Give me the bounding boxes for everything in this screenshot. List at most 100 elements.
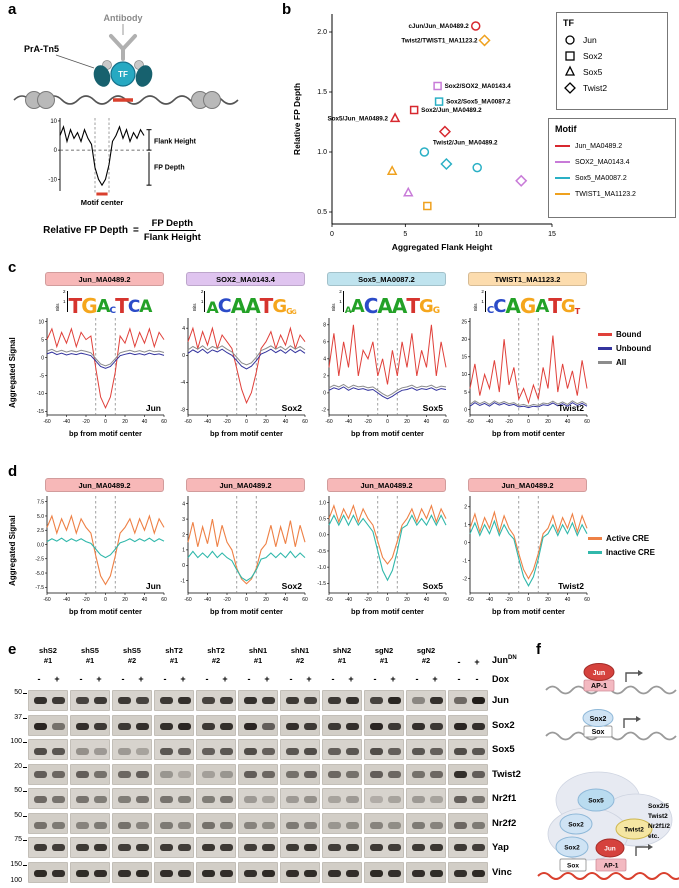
blot-band bbox=[177, 722, 191, 730]
blot-band bbox=[51, 821, 65, 829]
svg-text:0.0: 0.0 bbox=[37, 542, 44, 548]
svg-text:40: 40 bbox=[424, 597, 430, 603]
blot-band bbox=[75, 821, 89, 829]
svg-text:4: 4 bbox=[182, 326, 185, 332]
logo-letter: T bbox=[68, 294, 83, 318]
svg-text:-60: -60 bbox=[184, 597, 191, 603]
svg-text:-40: -40 bbox=[345, 597, 352, 603]
mw-marker: 50 bbox=[14, 689, 22, 696]
mw-tick bbox=[23, 791, 27, 792]
lane-group-header: shT2 #2 bbox=[207, 646, 225, 665]
blot-band bbox=[219, 697, 233, 704]
blot-band bbox=[243, 748, 257, 755]
protein-label: Sox5 bbox=[492, 744, 515, 755]
svg-text:-15: -15 bbox=[37, 409, 44, 415]
mw-tick bbox=[23, 742, 27, 743]
mw-marker: 20 bbox=[14, 762, 22, 770]
blot-band bbox=[327, 748, 341, 755]
svg-text:Sox2: Sox2 bbox=[282, 403, 303, 413]
svg-text:0: 0 bbox=[323, 391, 326, 397]
svg-text:-40: -40 bbox=[63, 597, 70, 603]
dox-mark: - bbox=[205, 674, 209, 684]
blot-band bbox=[93, 722, 107, 730]
blot-strip bbox=[322, 690, 362, 711]
blot-band bbox=[369, 869, 383, 877]
blot-strip bbox=[70, 861, 110, 883]
blot-band bbox=[243, 796, 257, 803]
aggregated-signal-plot: 4 3 2 1 0 -1 -60 -40 -20 0 20 40 60 Sox2 bbox=[181, 496, 308, 603]
sox2-sox-schematic: Sox Sox2 bbox=[545, 709, 677, 741]
svg-text:-5: -5 bbox=[40, 373, 45, 379]
series-all bbox=[187, 345, 306, 366]
motif-header: Jun_MA0489.2 bbox=[327, 478, 446, 492]
svg-text:0: 0 bbox=[104, 419, 107, 425]
motif-legend-item: SOX2_MA0143.4 bbox=[555, 154, 669, 170]
svg-text:-1.0: -1.0 bbox=[317, 565, 326, 571]
svg-text:10: 10 bbox=[461, 372, 467, 378]
blot-strip bbox=[238, 812, 278, 834]
blot-band bbox=[177, 844, 191, 851]
blot-band bbox=[201, 697, 215, 704]
svg-text:2: 2 bbox=[323, 374, 326, 380]
blot-band bbox=[93, 748, 107, 755]
blot-strip bbox=[196, 788, 236, 809]
motif-legend-item: TWIST1_MA1123.2 bbox=[555, 186, 669, 202]
panel-c-label: c bbox=[8, 259, 17, 276]
scatter-point bbox=[440, 157, 453, 171]
logo-letter: A bbox=[350, 295, 365, 317]
subplot-twist2: TWIST1_MA1123.2 2 1 Bits C C A G A T G T 25 20 15 10 5 0-… bbox=[453, 272, 590, 442]
blot-band bbox=[327, 821, 341, 829]
blot-strip bbox=[406, 739, 446, 760]
svg-text:-60: -60 bbox=[466, 597, 473, 603]
svg-text:AP-1: AP-1 bbox=[591, 683, 607, 690]
series-bound bbox=[187, 326, 306, 405]
blot-band bbox=[387, 770, 401, 778]
svg-text:20: 20 bbox=[404, 597, 410, 603]
svg-text:60: 60 bbox=[584, 419, 590, 425]
blot-band bbox=[453, 770, 467, 778]
blot-band bbox=[159, 770, 173, 778]
legend-label: Bound bbox=[616, 330, 642, 339]
logo-letter: G bbox=[519, 294, 536, 318]
tf-legend-label: Twist2 bbox=[583, 83, 608, 93]
jundn-mark: + bbox=[474, 657, 480, 667]
svg-text:2: 2 bbox=[464, 505, 467, 511]
blot-band bbox=[261, 796, 275, 803]
blot-band bbox=[93, 821, 107, 829]
blot-band bbox=[117, 821, 131, 829]
svg-text:0: 0 bbox=[386, 419, 389, 425]
blot-band bbox=[51, 722, 65, 730]
jun-ap1-schematic: AP-1 Jun bbox=[545, 663, 677, 695]
lane-group-header: shS5 #1 bbox=[81, 646, 99, 665]
svg-text:FP Depth: FP Depth bbox=[154, 165, 185, 172]
blot-band bbox=[303, 869, 317, 877]
blot-band bbox=[93, 844, 107, 851]
logo-letter: C bbox=[493, 295, 506, 317]
blot-strip bbox=[364, 690, 404, 711]
motif-header: Jun_MA0489.2 bbox=[45, 272, 164, 286]
motif-legend-label: SOX2_MA0143.4 bbox=[575, 158, 630, 166]
xaxis-label: bp from motif center bbox=[351, 607, 424, 616]
svg-text:4: 4 bbox=[323, 357, 326, 363]
blot-band bbox=[75, 697, 89, 704]
blot-band bbox=[471, 844, 485, 851]
blot-band bbox=[243, 844, 257, 851]
subplot-jun: Jun_MA0489.2 7.5 5.0 2.5 0.0 -2.5 -5.0 -7.5 -60 -… bbox=[30, 478, 167, 618]
svg-text:1.0: 1.0 bbox=[317, 149, 327, 156]
blot-band bbox=[345, 844, 359, 851]
scatter-point bbox=[470, 21, 481, 31]
legend-item-all: All bbox=[598, 358, 651, 367]
svg-text:Nr2f1/2: Nr2f1/2 bbox=[648, 823, 670, 830]
blot-band bbox=[243, 770, 257, 778]
svg-text:2.5: 2.5 bbox=[37, 528, 44, 534]
scatter-point bbox=[403, 186, 414, 197]
motif-legend-title: Motif bbox=[555, 124, 577, 134]
blot-band bbox=[345, 770, 359, 778]
svg-text:Sox2: Sox2 bbox=[282, 581, 303, 591]
svg-text:Sox5: Sox5 bbox=[423, 403, 444, 413]
svg-text:40: 40 bbox=[565, 419, 571, 425]
logo-letter: A bbox=[377, 294, 393, 318]
blot-strip bbox=[448, 690, 488, 711]
